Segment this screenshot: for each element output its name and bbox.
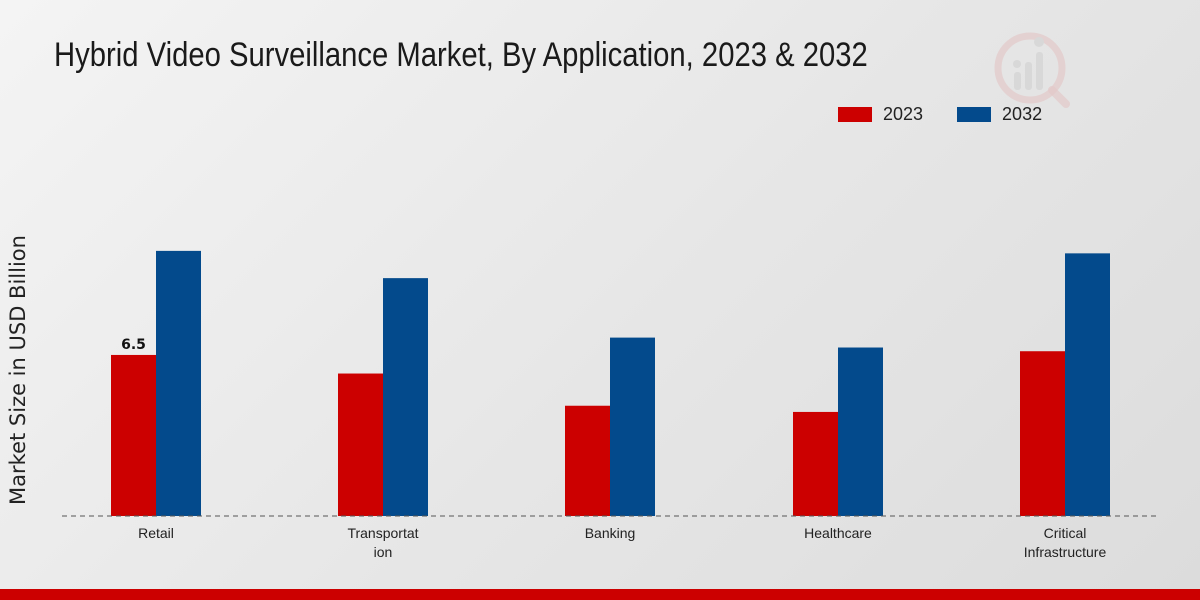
x-tick-label-4-line2: Infrastructure bbox=[1024, 544, 1107, 560]
footer-accent-bar bbox=[0, 589, 1200, 600]
bar-2032-0 bbox=[156, 250, 201, 516]
bar-2032-2 bbox=[610, 337, 655, 516]
legend-label-2023: 2023 bbox=[883, 104, 924, 124]
x-tick-label-3: Healthcare bbox=[804, 525, 872, 541]
bar-2023-3 bbox=[793, 411, 838, 516]
legend: 2023 2032 bbox=[838, 104, 1076, 125]
bar-2032-4 bbox=[1065, 253, 1110, 516]
bar-2023-0 bbox=[111, 354, 156, 516]
legend-swatch-2023 bbox=[838, 107, 872, 122]
bar-2023-1 bbox=[338, 373, 383, 516]
legend-label-2032: 2032 bbox=[1002, 104, 1043, 124]
bar-2023-4 bbox=[1020, 351, 1065, 516]
chart-title: Hybrid Video Surveillance Market, By App… bbox=[54, 36, 868, 74]
bar-2032-1 bbox=[383, 278, 428, 516]
x-tick-label-2: Banking bbox=[585, 525, 636, 541]
bar-2023-2 bbox=[565, 405, 610, 516]
x-tick-label-1-line2: ion bbox=[374, 544, 393, 560]
data-label-0: 6.5 bbox=[121, 337, 146, 353]
x-tick-label-4: Critical bbox=[1044, 525, 1087, 541]
x-tick-label-0: Retail bbox=[138, 525, 174, 541]
watermark-logo-icon bbox=[994, 32, 1070, 108]
bar-2032-3 bbox=[838, 347, 883, 516]
x-tick-label-1: Transportat bbox=[347, 525, 418, 541]
legend-swatch-2032 bbox=[957, 107, 992, 122]
legend-item-2023: 2023 bbox=[838, 104, 923, 125]
legend-item-2032: 2032 bbox=[957, 104, 1042, 125]
